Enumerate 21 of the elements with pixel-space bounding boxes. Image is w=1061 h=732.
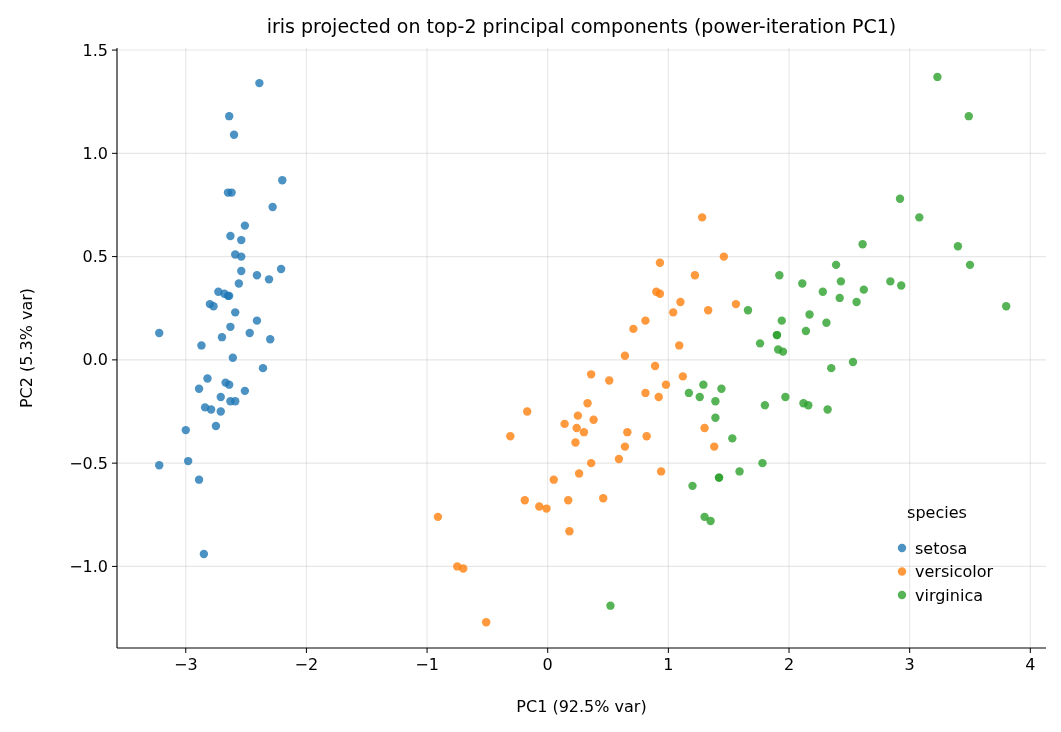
x-axis-title: PC1 (92.5% var) (516, 697, 647, 716)
x-tick-label: −1 (415, 655, 439, 674)
x-tick-label: 3 (904, 655, 915, 674)
y-tick-label: −0.5 (69, 453, 108, 473)
y-tick-label: 1.5 (82, 40, 108, 60)
y-tick-label: 0.0 (82, 350, 108, 370)
y-tick-label: 0.5 (82, 247, 108, 267)
legend-label: versicolor (915, 562, 994, 582)
y-tick-label: 1.0 (82, 143, 108, 163)
legend-title: species (907, 503, 967, 522)
legend-label: virginica (915, 585, 983, 605)
x-tick-label: 1 (663, 655, 674, 674)
y-axis-title: PC2 (5.3% var) (17, 287, 36, 409)
x-tick-label: −3 (173, 655, 198, 674)
x-tick-label: 2 (783, 655, 795, 674)
chart-title: iris projected on top-2 principal components (power-iteration PC1) (266, 15, 897, 37)
legend-label: setosa (915, 538, 968, 558)
x-tick-label: −2 (294, 655, 319, 674)
x-tick-label: 4 (1025, 655, 1036, 674)
y-tick-label: −1.0 (69, 557, 108, 577)
x-tick-label: 0 (542, 655, 553, 674)
